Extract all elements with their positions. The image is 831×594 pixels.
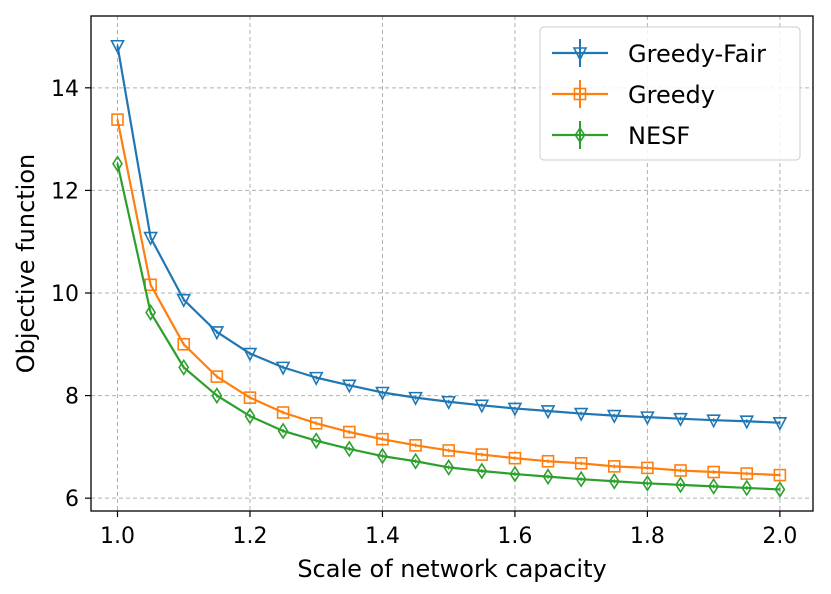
data-point	[176, 293, 192, 308]
data-point	[409, 439, 422, 452]
data-point	[476, 462, 488, 480]
data-point	[210, 370, 224, 383]
data-point	[508, 451, 522, 465]
x-axis-label: Scale of network capacity	[297, 555, 606, 583]
data-point	[607, 460, 621, 473]
x-tick-label: 1.0	[100, 524, 135, 549]
data-point	[308, 371, 324, 386]
data-point	[177, 337, 191, 351]
series-greedy	[111, 113, 787, 482]
data-point	[507, 402, 523, 417]
data-point	[641, 461, 654, 475]
data-point	[706, 414, 721, 429]
y-axis-label: Objective function	[12, 154, 40, 373]
data-point	[542, 468, 554, 486]
y-tick-label: 14	[51, 77, 79, 102]
series-nesf	[112, 155, 786, 498]
data-point	[640, 411, 655, 426]
y-tick-label: 6	[65, 487, 79, 512]
x-tick-label: 1.4	[365, 524, 400, 549]
legend-entry: Greedy-Fair	[552, 39, 766, 68]
data-point	[673, 412, 688, 427]
data-point	[741, 479, 753, 497]
legend-entry: Greedy	[552, 80, 715, 109]
x-tick-label: 1.8	[630, 524, 665, 549]
data-point	[343, 425, 356, 439]
data-point	[211, 387, 223, 405]
data-point	[475, 448, 489, 461]
data-point	[343, 440, 355, 458]
data-point	[574, 456, 588, 470]
grid	[91, 16, 813, 511]
data-point	[740, 467, 754, 480]
data-point	[442, 444, 455, 457]
data-point	[575, 470, 587, 488]
legend-label: Greedy-Fair	[628, 40, 766, 68]
data-point	[111, 113, 124, 126]
plot-frame	[90, 15, 814, 512]
legend-marker	[574, 126, 586, 144]
data-point	[774, 480, 786, 498]
data-point	[540, 405, 556, 420]
legend-label: NESF	[628, 122, 690, 150]
data-point	[443, 458, 455, 476]
data-point	[674, 464, 687, 477]
data-point	[541, 454, 555, 468]
data-point	[474, 399, 490, 414]
data-point	[708, 477, 720, 495]
data-point	[773, 468, 787, 482]
data-point	[376, 447, 388, 465]
data-point	[707, 465, 720, 479]
data-point	[408, 391, 423, 406]
data-point	[143, 231, 158, 246]
legend-entry: NESF	[552, 121, 690, 150]
data-point	[145, 304, 157, 321]
data-point	[410, 452, 422, 470]
data-point	[772, 416, 788, 432]
series-line	[116, 119, 780, 477]
data-point	[675, 476, 686, 494]
y-tick-label: 10	[51, 282, 79, 307]
data-point	[641, 474, 653, 492]
data-point	[376, 432, 389, 446]
series-greedy-fair	[110, 39, 788, 432]
data-point	[178, 358, 190, 376]
x-tick-label: 2.0	[762, 524, 797, 549]
data-point	[244, 407, 256, 425]
x-tick-label: 1.2	[232, 524, 267, 549]
data-point	[342, 379, 357, 394]
data-point	[243, 391, 257, 404]
data-point	[309, 416, 323, 430]
series-layer	[110, 39, 788, 498]
legend-label: Greedy	[628, 81, 715, 109]
data-point	[276, 406, 290, 419]
legend: Greedy-Fair Greedy NESF	[539, 26, 801, 161]
data-point	[242, 347, 258, 362]
x-tick-label: 1.6	[497, 524, 532, 549]
legend-box	[539, 26, 801, 161]
data-point	[112, 155, 123, 173]
data-point	[110, 39, 125, 54]
data-point	[277, 422, 289, 440]
legend-marker	[573, 87, 587, 101]
y-tick-label: 8	[65, 385, 79, 410]
data-point	[375, 386, 390, 401]
data-point	[441, 395, 457, 410]
data-point	[310, 432, 322, 450]
ticks: 1.0 1.2 1.4 1.6 1.8 2.0 6 8 10 12 14	[51, 77, 797, 549]
legend-marker	[572, 47, 588, 62]
y-tick-label: 12	[51, 179, 79, 204]
data-point	[275, 361, 291, 376]
data-point	[606, 409, 622, 424]
data-point	[573, 407, 589, 422]
data-point	[209, 326, 225, 341]
data-point	[608, 472, 620, 490]
data-point	[509, 465, 521, 483]
data-point	[739, 415, 755, 430]
